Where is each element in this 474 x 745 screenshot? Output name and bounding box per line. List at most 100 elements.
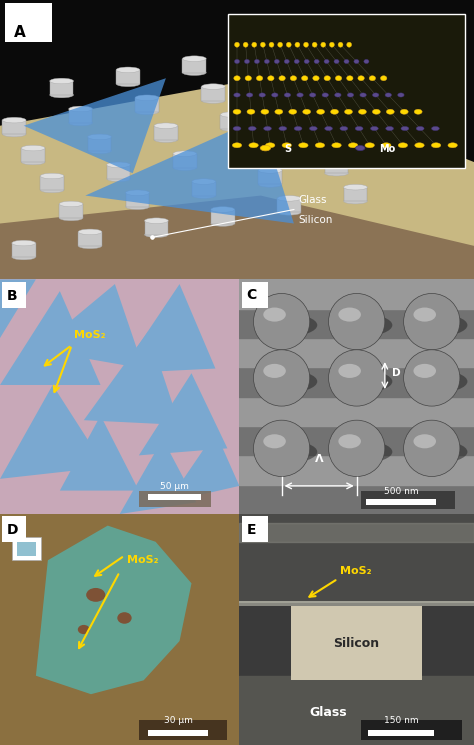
Bar (361, 491, 455, 510)
Ellipse shape (249, 45, 273, 51)
Polygon shape (85, 117, 294, 224)
Bar (277, 198, 301, 212)
Polygon shape (84, 331, 180, 425)
Bar (239, 142, 263, 156)
Polygon shape (0, 291, 100, 385)
Ellipse shape (59, 215, 83, 221)
Ellipse shape (310, 127, 317, 130)
Ellipse shape (335, 93, 341, 97)
Ellipse shape (268, 86, 292, 92)
Text: 150 nm: 150 nm (384, 717, 419, 726)
Bar (2, 282, 27, 308)
Ellipse shape (239, 153, 263, 159)
Ellipse shape (263, 434, 286, 448)
Bar (182, 59, 206, 73)
Ellipse shape (313, 76, 319, 80)
Ellipse shape (295, 42, 300, 47)
Ellipse shape (416, 127, 424, 130)
Ellipse shape (344, 198, 367, 204)
Text: S: S (284, 145, 292, 154)
Ellipse shape (78, 625, 90, 634)
Ellipse shape (385, 93, 392, 97)
Text: Glass: Glass (299, 195, 327, 206)
Ellipse shape (322, 93, 328, 97)
Ellipse shape (2, 131, 26, 137)
Ellipse shape (405, 370, 467, 393)
Ellipse shape (355, 127, 363, 130)
Ellipse shape (297, 93, 303, 97)
Bar (2, 516, 27, 542)
Ellipse shape (287, 115, 310, 120)
Polygon shape (36, 526, 191, 694)
Circle shape (254, 294, 310, 350)
Ellipse shape (354, 60, 359, 63)
Bar (135, 98, 159, 112)
Bar (5, 3, 52, 42)
Bar (201, 86, 225, 101)
Polygon shape (60, 416, 139, 491)
Bar (116, 70, 140, 84)
Ellipse shape (201, 84, 225, 89)
Ellipse shape (346, 42, 352, 47)
Bar (17, 542, 36, 556)
Ellipse shape (340, 127, 348, 130)
Ellipse shape (335, 76, 342, 80)
Ellipse shape (268, 76, 274, 80)
Ellipse shape (245, 76, 252, 80)
Ellipse shape (258, 182, 282, 187)
Text: 50 μm: 50 μm (160, 481, 189, 491)
Ellipse shape (381, 76, 387, 80)
Ellipse shape (259, 93, 265, 97)
Ellipse shape (246, 93, 253, 97)
Bar (154, 126, 178, 140)
Ellipse shape (358, 110, 366, 114)
Ellipse shape (348, 143, 358, 148)
Ellipse shape (2, 117, 26, 123)
Ellipse shape (414, 110, 422, 114)
Ellipse shape (329, 42, 334, 47)
Ellipse shape (264, 60, 269, 63)
Circle shape (254, 350, 310, 406)
Ellipse shape (12, 240, 36, 246)
Ellipse shape (277, 196, 301, 201)
Ellipse shape (324, 60, 329, 63)
Ellipse shape (330, 370, 392, 393)
Ellipse shape (182, 56, 206, 62)
Ellipse shape (248, 127, 256, 130)
Ellipse shape (306, 142, 329, 148)
Bar (239, 602, 474, 606)
Text: MoS₂: MoS₂ (74, 330, 106, 340)
Bar (78, 232, 102, 246)
Ellipse shape (413, 308, 436, 322)
Ellipse shape (255, 60, 259, 63)
Ellipse shape (272, 93, 278, 97)
Bar (148, 494, 201, 500)
Bar (344, 187, 367, 201)
Bar (59, 204, 83, 218)
Text: MoS₂: MoS₂ (127, 555, 158, 565)
Ellipse shape (40, 187, 64, 193)
Bar (368, 730, 434, 736)
Ellipse shape (211, 221, 235, 226)
Ellipse shape (126, 204, 149, 209)
Bar (366, 499, 437, 504)
Ellipse shape (69, 106, 92, 112)
Bar (2, 120, 26, 134)
Ellipse shape (269, 42, 274, 47)
Ellipse shape (117, 612, 132, 624)
Polygon shape (24, 78, 166, 174)
Bar (325, 159, 348, 174)
Ellipse shape (286, 42, 291, 47)
Ellipse shape (145, 218, 168, 224)
Text: Λ: Λ (315, 454, 323, 464)
Bar (291, 606, 422, 680)
Bar (69, 109, 92, 123)
Ellipse shape (21, 159, 45, 165)
Text: E: E (246, 523, 256, 536)
Ellipse shape (220, 126, 244, 131)
Ellipse shape (369, 76, 375, 80)
Text: MoS₂: MoS₂ (340, 566, 372, 577)
Circle shape (403, 420, 460, 477)
Text: A: A (14, 25, 26, 39)
Text: D: D (392, 368, 401, 378)
